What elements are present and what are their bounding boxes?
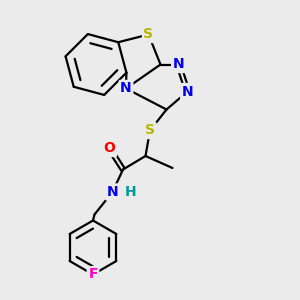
Text: S: S	[143, 28, 154, 41]
Text: S: S	[145, 124, 155, 137]
Text: N: N	[182, 85, 193, 98]
Text: F: F	[88, 268, 98, 281]
Text: N: N	[107, 185, 118, 199]
Text: N: N	[120, 82, 132, 95]
Text: H: H	[125, 185, 136, 199]
Text: O: O	[103, 142, 116, 155]
Text: N: N	[173, 58, 184, 71]
